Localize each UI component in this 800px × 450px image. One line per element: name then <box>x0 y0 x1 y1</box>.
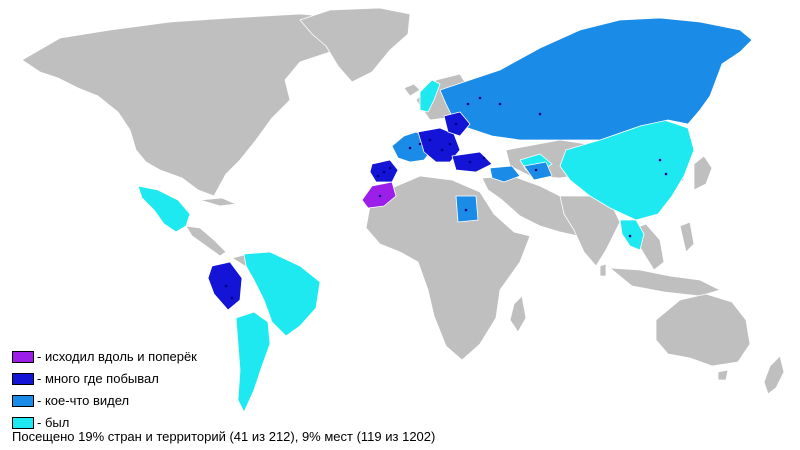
egypt <box>455 195 479 223</box>
greenland <box>299 7 411 83</box>
madagascar <box>509 295 527 333</box>
iceland <box>403 83 421 97</box>
argentina-chile <box>235 311 271 413</box>
sri-lanka <box>599 263 607 277</box>
legend-label: - был <box>37 415 70 430</box>
legend-label: - кое-что видел <box>37 393 130 408</box>
morocco <box>361 181 397 209</box>
legend-label: - исходил вдоль и поперёк <box>37 349 197 364</box>
turkey <box>451 151 493 173</box>
visited-summary: Посещено 19% стран и территорий (41 из 2… <box>12 429 436 444</box>
indonesia <box>609 267 721 297</box>
central-america-rest <box>185 225 227 257</box>
legend-label: - много где побывал <box>37 371 159 386</box>
middle-east-visited <box>489 165 521 183</box>
legend-item-seen-some: - кое-что видел <box>12 392 197 409</box>
legend-swatch <box>12 372 34 385</box>
australia <box>655 293 751 367</box>
legend-swatch <box>12 416 34 429</box>
visited-place-dots <box>224 96 668 300</box>
russia <box>439 17 753 141</box>
legend: - исходил вдоль и поперёк - много где по… <box>12 348 197 436</box>
legend-item-been: - был <box>12 414 197 431</box>
legend-swatch <box>12 350 34 363</box>
north-america <box>21 13 363 197</box>
japan <box>693 155 713 191</box>
brazil-region <box>243 251 321 337</box>
africa <box>365 175 531 361</box>
lots-visited-countries <box>207 111 493 311</box>
philippines <box>679 221 695 253</box>
legend-item-lots-visited: - много где побывал <box>12 370 197 387</box>
mexico <box>137 185 191 233</box>
walked-across-countries <box>361 181 397 209</box>
legend-swatch <box>12 394 34 407</box>
legend-item-walked-across: - исходил вдоль и поперёк <box>12 348 197 365</box>
central-asia-visited <box>523 161 553 181</box>
scandinavia-visited <box>419 79 441 113</box>
indochina <box>619 219 645 251</box>
tasmania <box>717 369 729 381</box>
cuba <box>199 197 237 207</box>
new-zealand <box>763 355 785 395</box>
seen-some-countries <box>391 17 753 223</box>
